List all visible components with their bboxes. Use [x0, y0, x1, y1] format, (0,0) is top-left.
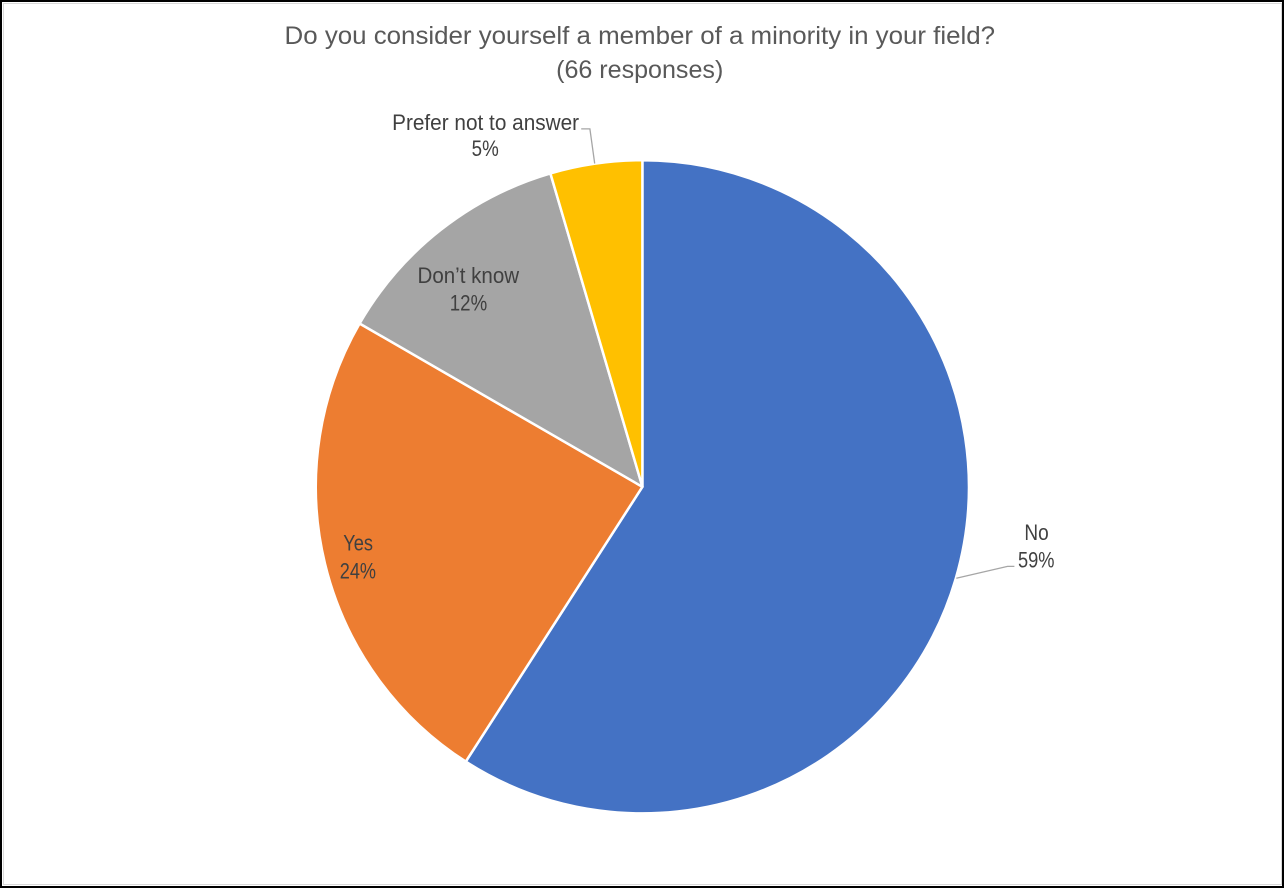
- svg-text:5%: 5%: [472, 136, 499, 161]
- svg-text:No: No: [1024, 520, 1048, 545]
- svg-text:Don’t know: Don’t know: [418, 263, 520, 288]
- svg-text:Prefer not to answer: Prefer not to answer: [392, 110, 579, 135]
- svg-text:(66 responses): (66 responses): [556, 57, 723, 84]
- svg-text:Do you consider yourself a mem: Do you consider yourself a member of a m…: [285, 23, 996, 50]
- svg-text:Yes: Yes: [343, 531, 373, 556]
- svg-text:59%: 59%: [1018, 547, 1055, 572]
- svg-text:24%: 24%: [340, 558, 376, 583]
- svg-text:12%: 12%: [450, 291, 487, 316]
